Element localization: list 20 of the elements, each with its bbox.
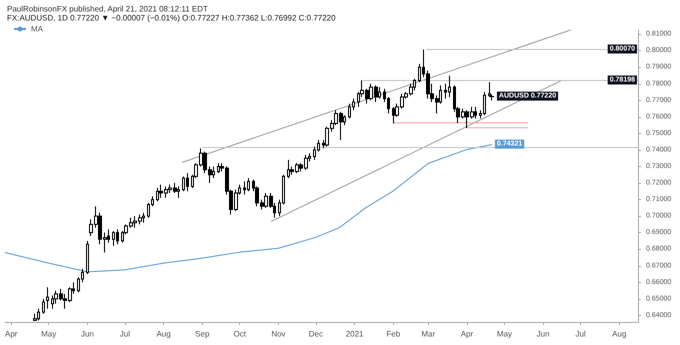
x-tick-label: Feb xyxy=(386,330,401,338)
x-tick-label: Jul xyxy=(120,330,130,338)
x-tick-label: May xyxy=(496,330,512,338)
x-tick-label: Jun xyxy=(536,330,550,338)
x-tick-label: Jul xyxy=(575,330,586,338)
x-tick-label: Aug xyxy=(156,330,171,338)
x-tick-label: Apr xyxy=(5,330,18,338)
x-tick-label: Nov xyxy=(271,330,286,338)
x-tick-label: Jun xyxy=(80,330,94,338)
legend-label: MA xyxy=(31,24,44,34)
chart-title: PaulRobinsonFX published, April 21, 2021 08:12:11 EDT xyxy=(7,4,208,14)
chart-subtitle: FX:AUDUSD, 1D 0.77220 ▼ −0.00007 (−0.01%) O:0.77227 H:0.77362 L:0.76992 C:0.77220 xyxy=(7,14,336,22)
x-tick-label: Mar xyxy=(421,330,436,338)
x-tick-label: Aug xyxy=(612,330,626,338)
x-tick-label: Oct xyxy=(233,330,247,338)
x-tick-label: 2021 xyxy=(346,330,364,338)
x-tick-label: May xyxy=(41,330,56,338)
x-tick-label: Dec xyxy=(308,330,323,338)
x-tick-label: Sep xyxy=(195,330,210,338)
x-tick-label: Apr xyxy=(460,330,474,338)
